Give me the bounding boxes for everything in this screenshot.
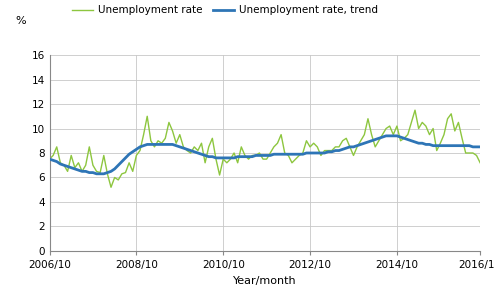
Unemployment rate, trend bbox=[166, 143, 172, 146]
Unemployment rate bbox=[412, 108, 418, 112]
Line: Unemployment rate: Unemployment rate bbox=[50, 110, 480, 187]
Unemployment rate, trend bbox=[94, 172, 99, 176]
Unemployment rate bbox=[470, 151, 476, 155]
Unemployment rate, trend bbox=[477, 145, 483, 149]
Text: %: % bbox=[15, 16, 26, 26]
Unemployment rate bbox=[47, 157, 52, 161]
Unemployment rate bbox=[347, 145, 353, 149]
Unemployment rate, trend bbox=[141, 144, 147, 147]
Unemployment rate, trend bbox=[470, 145, 476, 149]
Line: Unemployment rate, trend: Unemployment rate, trend bbox=[50, 136, 480, 174]
Legend: Unemployment rate, Unemployment rate, trend: Unemployment rate, Unemployment rate, tr… bbox=[72, 6, 378, 16]
X-axis label: Year/month: Year/month bbox=[233, 275, 297, 285]
Unemployment rate bbox=[289, 161, 295, 165]
Unemployment rate bbox=[391, 133, 396, 136]
Unemployment rate, trend bbox=[394, 134, 400, 138]
Unemployment rate bbox=[166, 121, 172, 124]
Unemployment rate, trend bbox=[347, 145, 353, 149]
Unemployment rate, trend bbox=[47, 157, 52, 161]
Unemployment rate bbox=[141, 133, 147, 136]
Unemployment rate, trend bbox=[289, 152, 295, 156]
Unemployment rate, trend bbox=[383, 134, 389, 138]
Unemployment rate bbox=[477, 161, 483, 165]
Unemployment rate bbox=[108, 185, 114, 189]
